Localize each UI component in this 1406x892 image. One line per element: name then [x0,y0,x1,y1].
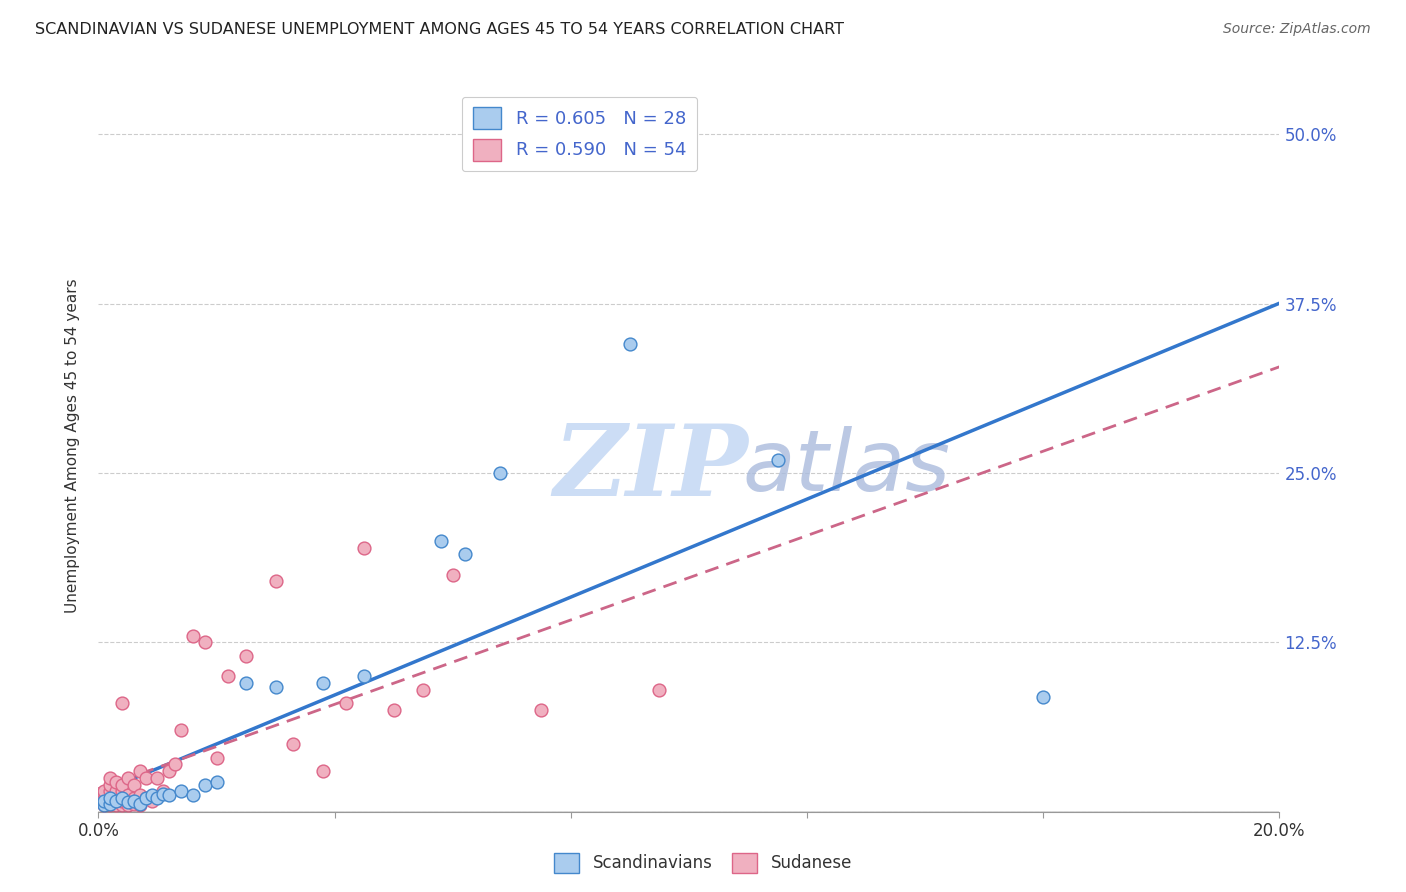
Point [93,791,115,805]
Point [93,797,115,812]
Text: ZIP: ZIP [553,420,748,516]
Point [152,787,174,801]
Point [430,533,453,548]
Point [98,795,121,809]
Point [98,771,121,785]
Point [353,669,375,683]
Point [93,784,115,798]
Point [194,635,217,649]
Point [105,791,128,805]
Point [152,784,174,798]
Text: atlas: atlas [742,426,950,509]
Point [98,797,121,811]
Point [122,794,145,808]
Point [170,723,193,738]
Point [648,682,671,697]
Point [181,629,204,643]
Point [98,778,121,792]
Point [93,797,115,811]
Point [235,648,257,663]
Point [335,697,357,711]
Point [93,797,115,812]
Text: Source: ZipAtlas.com: Source: ZipAtlas.com [1223,22,1371,37]
Point [135,791,157,805]
Point [111,778,134,792]
Point [105,794,128,808]
Point [117,794,139,808]
Point [93,794,115,808]
Point [98,797,121,812]
Point [194,778,217,792]
Point [312,676,335,690]
Point [382,703,405,717]
Point [111,784,134,798]
Point [146,791,169,805]
Point [128,797,150,812]
Point [105,794,128,808]
Point [619,337,641,351]
Point [312,764,335,778]
Point [128,764,150,778]
Point [489,466,512,480]
Point [205,750,228,764]
Point [441,567,464,582]
Point [117,771,139,785]
Point [1032,690,1054,704]
Point [766,452,789,467]
Point [157,789,180,803]
Point [122,791,145,805]
Point [111,797,134,812]
Point [146,771,169,785]
Legend: R = 0.605   N = 28, R = 0.590   N = 54: R = 0.605 N = 28, R = 0.590 N = 54 [461,96,697,171]
Point [135,791,157,805]
Point [98,791,121,805]
Point [111,794,134,808]
Point [453,547,475,561]
Point [122,797,145,811]
Point [111,791,134,805]
Point [128,789,150,803]
Point [283,737,305,751]
Point [157,764,180,778]
Point [530,703,553,717]
Point [105,784,128,798]
Point [170,784,193,798]
Point [117,789,139,803]
Point [264,680,287,694]
Point [181,789,204,803]
Point [111,697,134,711]
Point [98,784,121,798]
Point [105,797,128,812]
Point [135,771,157,785]
Point [122,778,145,792]
Point [117,797,139,812]
Point [205,775,228,789]
Point [105,775,128,789]
Point [98,791,121,805]
Point [353,541,375,555]
Point [93,794,115,808]
Point [412,682,434,697]
Point [141,794,163,808]
Point [264,574,287,589]
Point [128,797,150,811]
Point [141,789,163,803]
Legend: Scandinavians, Sudanese: Scandinavians, Sudanese [547,847,859,880]
Y-axis label: Unemployment Among Ages 45 to 54 years: Unemployment Among Ages 45 to 54 years [65,278,80,614]
Point [235,676,257,690]
Text: SCANDINAVIAN VS SUDANESE UNEMPLOYMENT AMONG AGES 45 TO 54 YEARS CORRELATION CHAR: SCANDINAVIAN VS SUDANESE UNEMPLOYMENT AM… [35,22,844,37]
Point [165,757,187,772]
Point [217,669,239,683]
Point [117,795,139,809]
